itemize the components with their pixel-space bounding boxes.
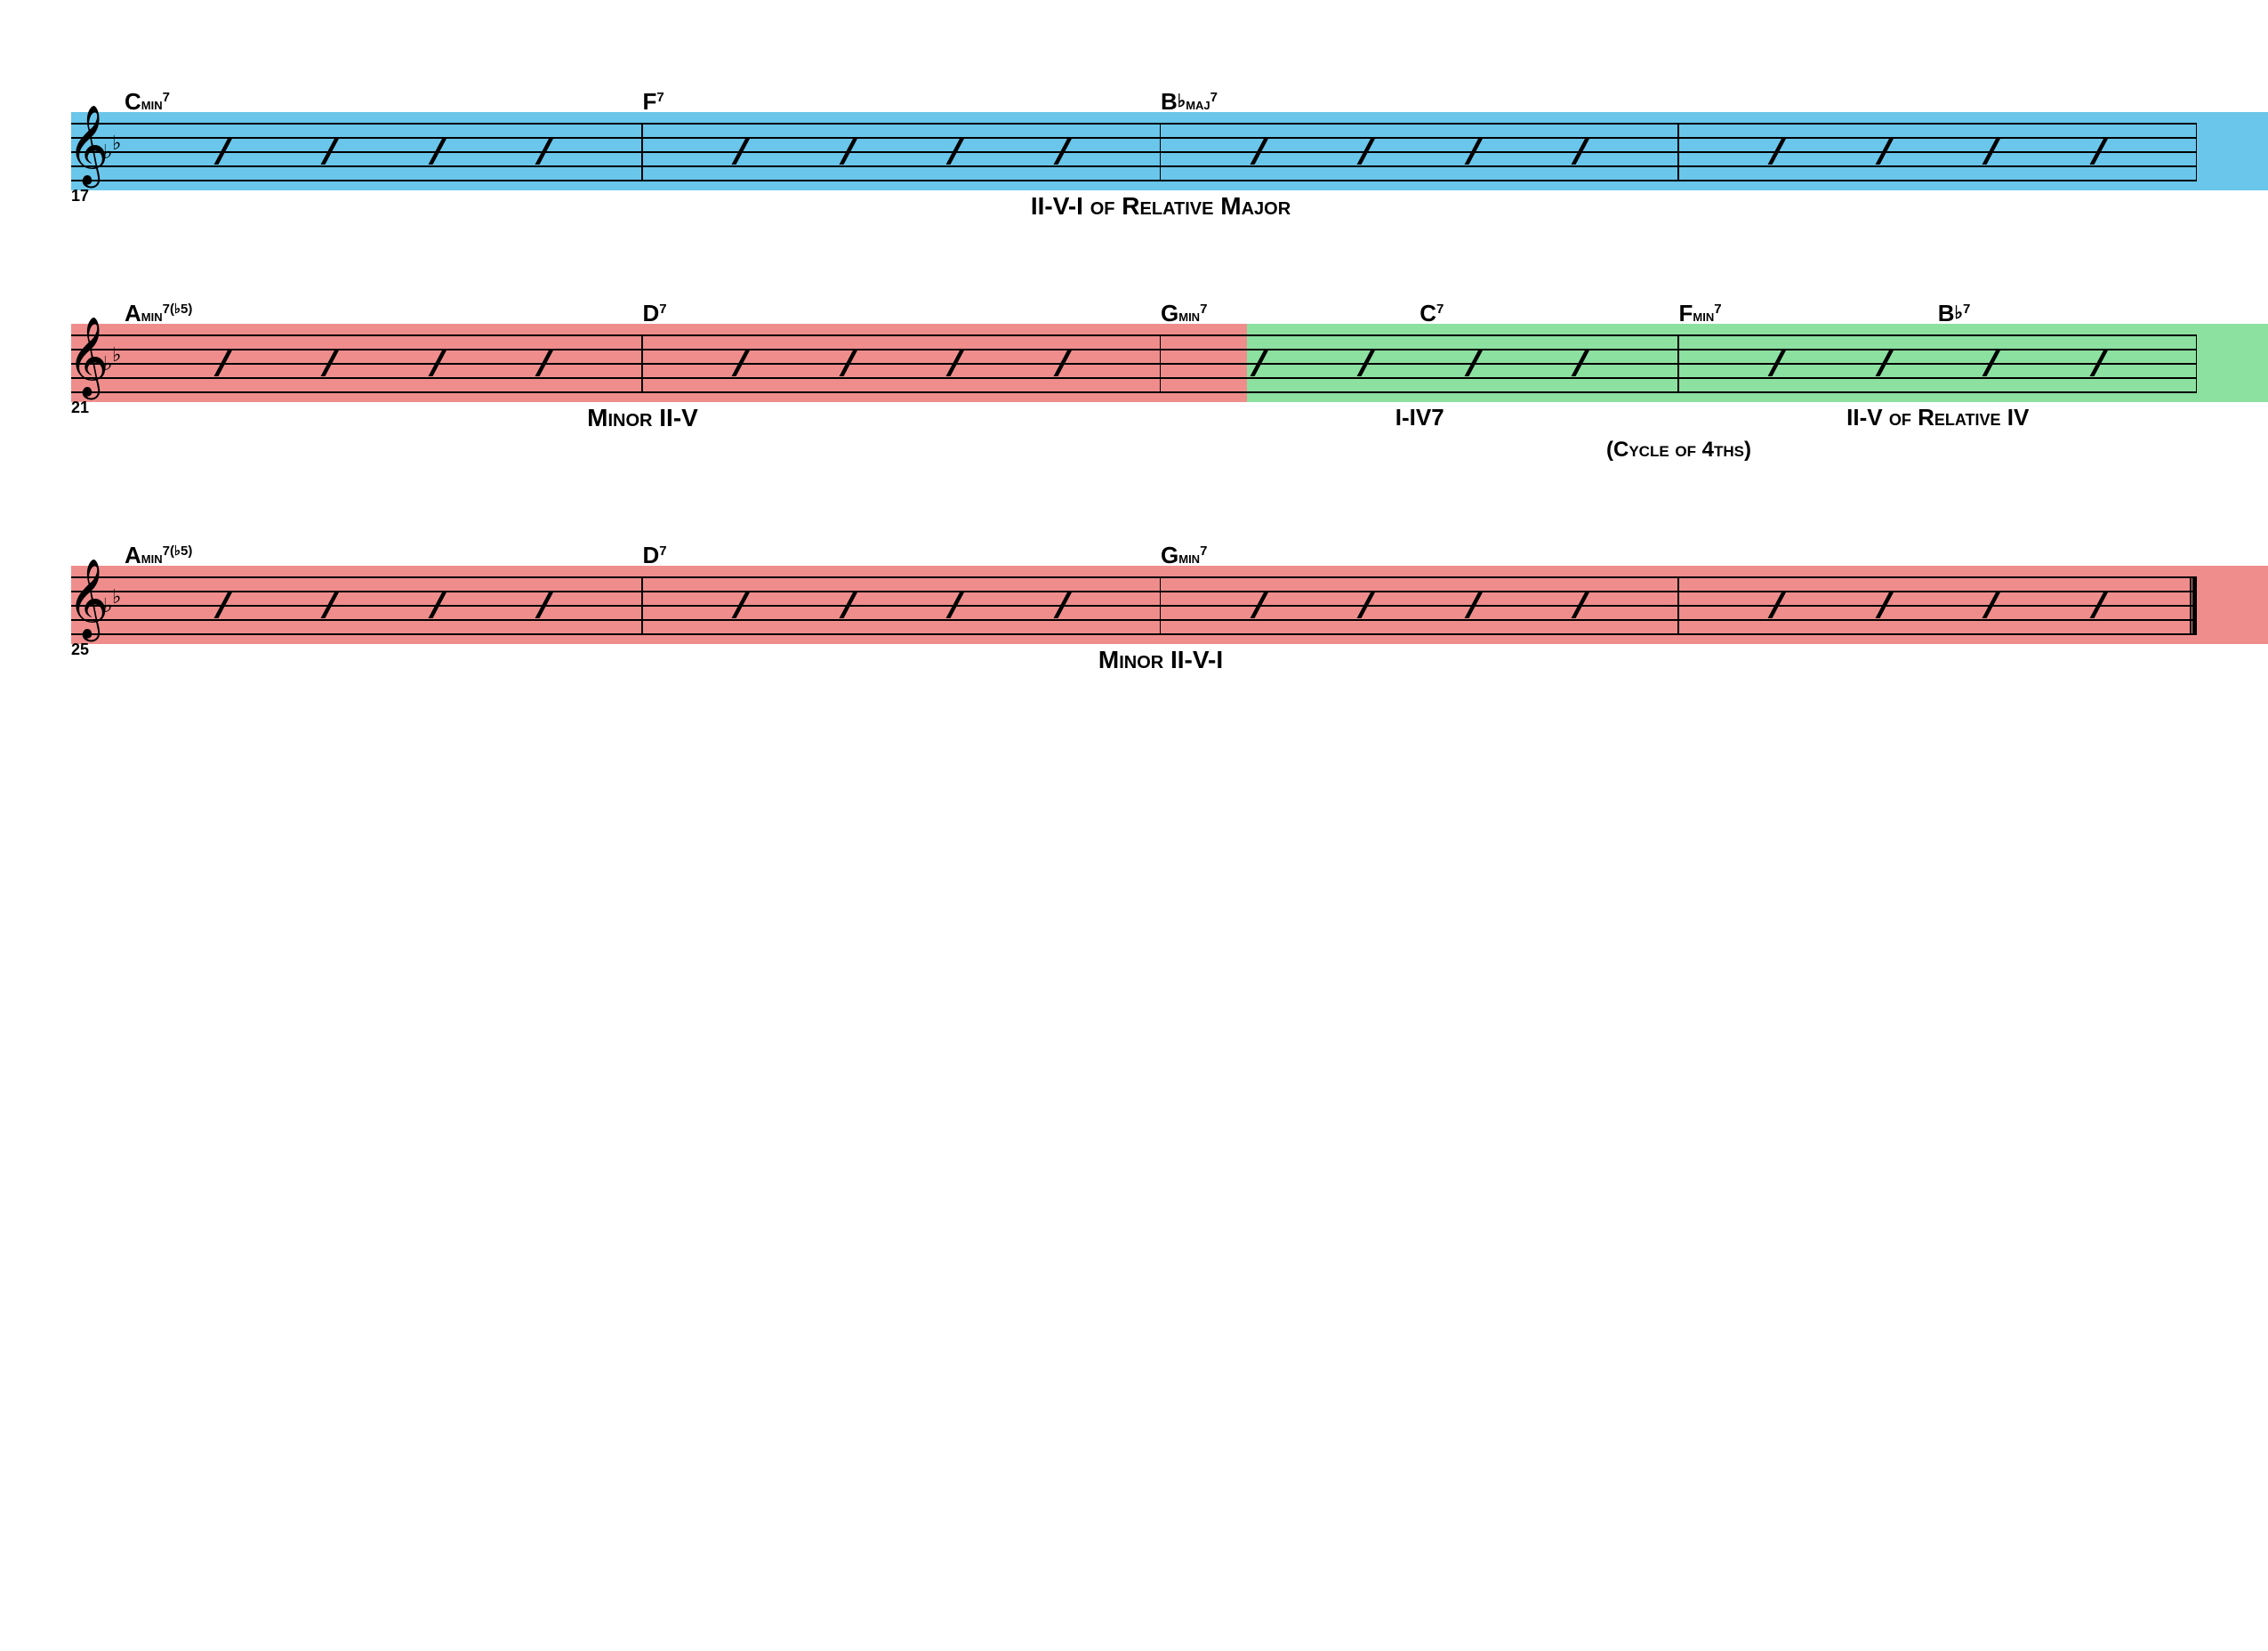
analysis-sublabel: (Cycle of 4ths) (1161, 438, 2197, 463)
analysis-label: Minor II-V-I (125, 646, 2197, 674)
slash-icon (732, 589, 750, 621)
slash-icon (1251, 135, 1268, 167)
slash-icon (1465, 589, 1483, 621)
slash-icon (214, 589, 232, 621)
measures (125, 576, 2197, 633)
slash-icon (1876, 347, 1894, 379)
slash-icon (840, 135, 857, 167)
slash-icon (732, 347, 750, 379)
slash-icon (1054, 589, 1072, 621)
slash-icon (1054, 347, 1072, 379)
analysis-label-row: II-V-I of Relative Major (125, 192, 2197, 221)
slash-icon (1768, 135, 1786, 167)
rhythm-slashes (1679, 123, 2198, 180)
label-spacer (643, 438, 1162, 463)
slash-icon (1572, 347, 1589, 379)
rhythm-slashes (643, 576, 1162, 633)
staff-system: Amin7(♭5)D7Gmin7C7Fmin7B♭7 𝄞♭♭21 Minor II-… (71, 292, 2197, 463)
final-barline (2190, 576, 2197, 633)
analysis-label: II-V-I of Relative Major (125, 192, 2197, 221)
slash-icon (1465, 347, 1483, 379)
rhythm-slashes (643, 123, 1162, 180)
staff-system: Amin7(♭5)D7Gmin7 𝄞♭♭25 Minor II-V-I (71, 534, 2197, 674)
staff: 𝄞♭♭17 (71, 123, 2197, 180)
rhythm-slashes (125, 123, 643, 180)
staff-system: Cmin7F7B♭maj7 𝄞♭♭17 II-V-I of Relative Maj… (71, 80, 2197, 221)
slash-icon (1982, 589, 2000, 621)
slash-icon (2090, 589, 2108, 621)
measure (1679, 123, 2198, 180)
measures (125, 334, 2197, 391)
slash-icon (1357, 589, 1375, 621)
analysis-sublabel-row: (Cycle of 4ths) (125, 438, 2197, 463)
slash-icon (1876, 589, 1894, 621)
rhythm-slashes (125, 334, 643, 391)
chord-row: Amin7(♭5)D7Gmin7C7Fmin7B♭7 (125, 292, 2197, 327)
measure (1161, 334, 1679, 391)
staff: 𝄞♭♭21 (71, 334, 2197, 391)
slash-icon (1572, 589, 1589, 621)
analysis-label-row: Minor II-V-I (125, 646, 2197, 674)
slash-icon (1572, 135, 1589, 167)
rhythm-slashes (1161, 123, 1679, 180)
slash-icon (214, 347, 232, 379)
slash-icon (1251, 347, 1268, 379)
rhythm-slashes (1679, 576, 2198, 633)
measure (125, 576, 643, 633)
slash-icon (321, 135, 339, 167)
measure (643, 123, 1162, 180)
measure (1679, 576, 2198, 633)
measure (643, 334, 1162, 391)
chord-row: Amin7(♭5)D7Gmin7 (125, 534, 2197, 569)
slash-icon (321, 589, 339, 621)
slash-icon (214, 135, 232, 167)
slash-icon (1251, 589, 1268, 621)
measure (1161, 576, 1679, 633)
slash-icon (1768, 347, 1786, 379)
analysis-label: Minor II-V (125, 404, 1161, 432)
rhythm-slashes (1161, 576, 1679, 633)
analysis-label: II-V of Relative IV (1679, 404, 2198, 432)
slash-icon (321, 347, 339, 379)
slash-icon (1876, 135, 1894, 167)
slash-icon (535, 135, 553, 167)
slash-icon (946, 135, 964, 167)
slash-icon (1357, 135, 1375, 167)
rhythm-slashes (643, 334, 1162, 391)
slash-icon (2090, 135, 2108, 167)
rhythm-slashes (1161, 334, 1679, 391)
slash-icon (1465, 135, 1483, 167)
analysis-label: I-IV7 (1161, 404, 1679, 432)
chord-row: Cmin7F7B♭maj7 (125, 80, 2197, 116)
slash-icon (840, 589, 857, 621)
analysis-label-row: Minor II-VI-IV7II-V of Relative IV (125, 404, 2197, 432)
measure (643, 576, 1162, 633)
measure (1161, 123, 1679, 180)
barline (2196, 123, 2198, 180)
rhythm-slashes (1679, 334, 2198, 391)
label-spacer (125, 438, 643, 463)
slash-icon (535, 347, 553, 379)
slash-icon (1982, 135, 2000, 167)
slash-icon (732, 135, 750, 167)
slash-icon (535, 589, 553, 621)
slash-icon (840, 347, 857, 379)
slash-icon (429, 347, 446, 379)
staff: 𝄞♭♭25 (71, 576, 2197, 633)
slash-icon (946, 589, 964, 621)
slash-icon (946, 347, 964, 379)
measure (125, 334, 643, 391)
slash-icon (1982, 347, 2000, 379)
slash-icon (2090, 347, 2108, 379)
measure (1679, 334, 2198, 391)
slash-icon (429, 589, 446, 621)
slash-icon (1357, 347, 1375, 379)
measures (125, 123, 2197, 180)
rhythm-slashes (125, 576, 643, 633)
barline (2196, 334, 2198, 391)
slash-icon (1054, 135, 1072, 167)
slash-icon (429, 135, 446, 167)
measure (125, 123, 643, 180)
slash-icon (1768, 589, 1786, 621)
